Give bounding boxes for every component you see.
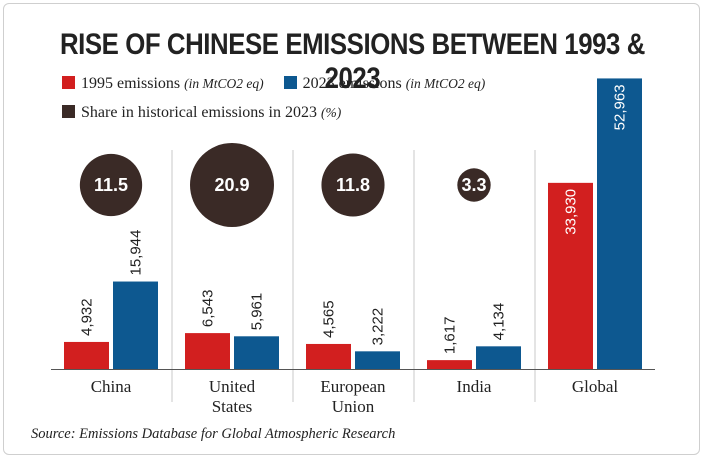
bar-value-label: 4,565: [321, 300, 338, 338]
bar-1995: [64, 341, 109, 369]
bar-value-label: 4,134: [491, 303, 508, 341]
category-label: Global: [572, 377, 619, 396]
legend-note-share: (%): [320, 105, 342, 120]
legend-row-1: 1995 emissions (in MtCO2 eq) 2023 emissi…: [62, 75, 501, 93]
share-circle: [457, 168, 491, 202]
bar-value-label: 33,930: [563, 189, 580, 235]
legend-row-2: Share in historical emissions in 2023 (%…: [62, 104, 357, 122]
legend-label-2023: 2023 emissions: [302, 75, 402, 92]
legend-item-share: Share in historical emissions in 2023 (%…: [62, 104, 341, 122]
bar-2023: [476, 346, 521, 369]
share-value-label: 20.9: [214, 175, 249, 195]
bar-value-label: 4,932: [79, 298, 96, 336]
bar-value-label: 15,944: [128, 230, 145, 276]
bar-1995: [306, 343, 351, 369]
legend-swatch-1995: [62, 76, 75, 89]
legend-label-1995: 1995 emissions: [81, 75, 181, 92]
legend-swatch-2023: [283, 76, 297, 89]
legend-swatch-share: [62, 105, 75, 118]
legend-note-1995: (in MtCO2 eq): [184, 76, 264, 91]
bar-value-label: 52,963: [612, 84, 629, 130]
bar-1995: [185, 333, 230, 369]
share-value-label: 11.5: [94, 175, 128, 195]
share-circle: [190, 143, 274, 227]
share-circle: [321, 153, 385, 217]
category-label: China: [91, 377, 132, 396]
legend-note-2023: (in MtCO2 eq): [405, 76, 486, 91]
share-value-label: 3.3: [461, 175, 486, 195]
bar-2023: [355, 351, 400, 369]
bar-value-label: 5,961: [249, 293, 266, 331]
share-value-label: 11.8: [336, 175, 370, 195]
legend-label-share: Share in historical emissions in 2023: [81, 104, 317, 121]
category-label: European Union: [320, 377, 386, 416]
bar-1995: [427, 360, 472, 369]
bar-1995: [548, 182, 593, 369]
bar-value-label: 6,543: [200, 290, 217, 328]
bar-value-label: 3,222: [370, 308, 387, 346]
bar-value-label: 1,617: [442, 317, 459, 355]
chart-title: RISE OF CHINESE EMISSIONS BETWEEN 1993 &…: [59, 28, 645, 95]
source-note: Source: Emissions Database for Global At…: [31, 426, 396, 442]
legend-item-2023: 2023 emissions (in MtCO2 eq): [283, 75, 486, 93]
bar-2023: [113, 281, 158, 369]
category-label: United States: [209, 377, 256, 416]
bar-2023: [597, 78, 642, 370]
category-label: India: [457, 377, 492, 396]
share-circle: [79, 153, 143, 217]
legend-item-1995: 1995 emissions (in MtCO2 eq): [62, 75, 264, 93]
bar-2023: [234, 336, 279, 369]
